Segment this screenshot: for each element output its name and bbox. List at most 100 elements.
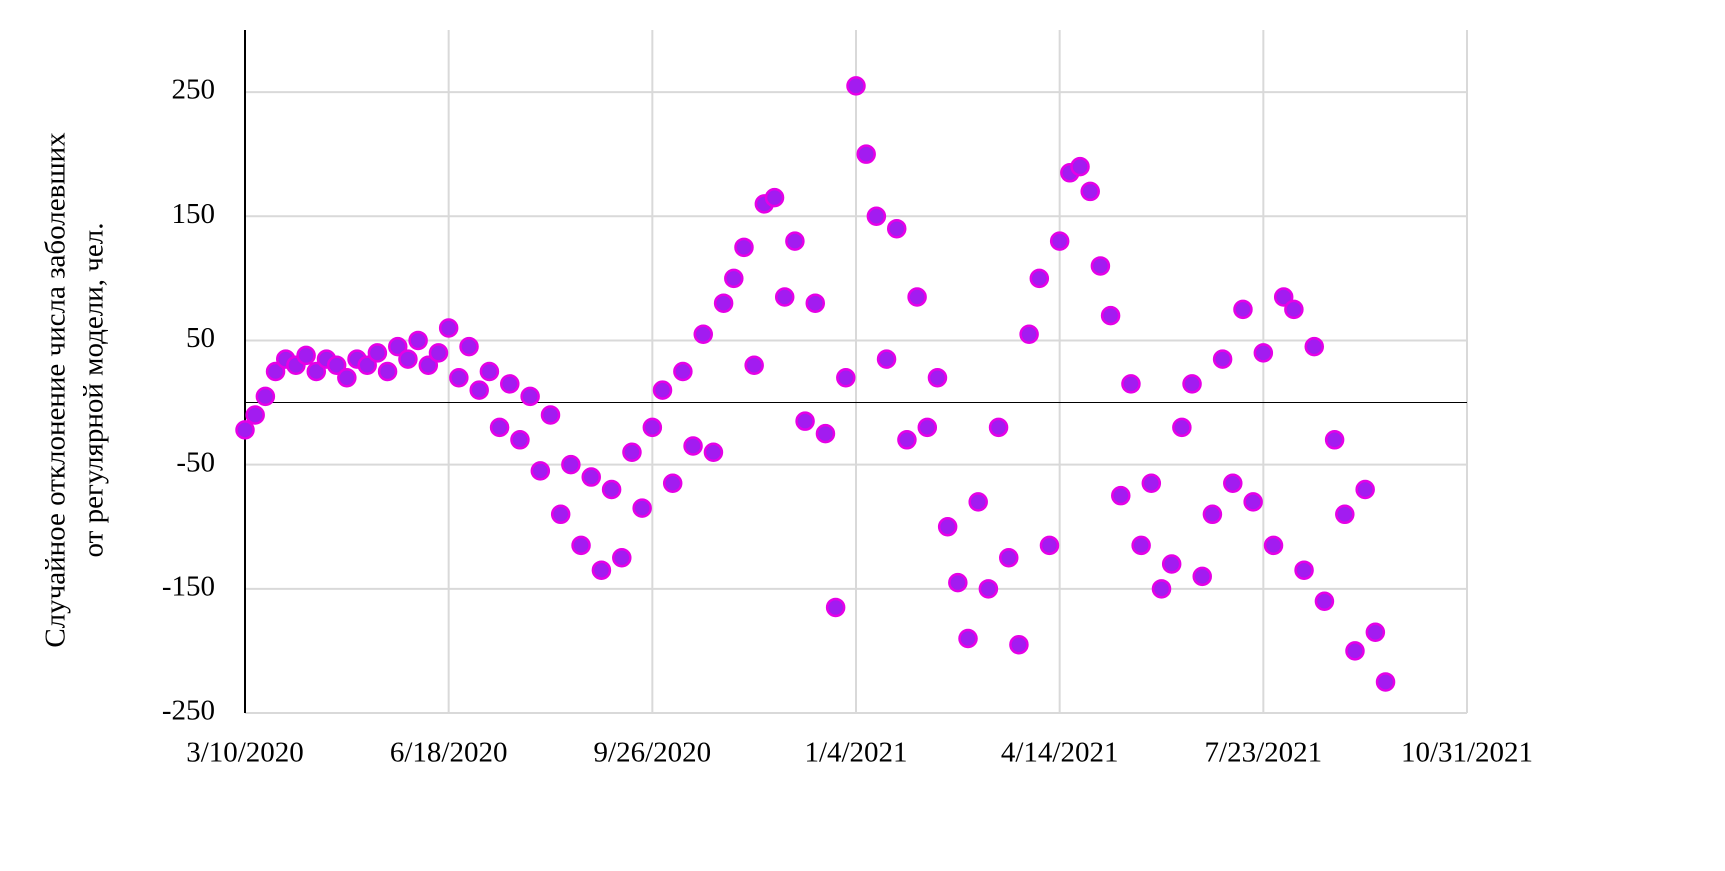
- point: [856, 144, 876, 164]
- x-tick-label: 9/26/2020: [594, 737, 712, 769]
- x-tick-label: 4/14/2021: [1001, 737, 1119, 769]
- point: [1294, 560, 1314, 580]
- point: [958, 628, 978, 649]
- point: [265, 361, 286, 382]
- point: [367, 343, 388, 363]
- y-tick-label: 50: [186, 322, 215, 354]
- point: [673, 361, 693, 382]
- point: [489, 417, 510, 438]
- point: [937, 516, 958, 537]
- point: [377, 361, 398, 382]
- point: [1314, 591, 1335, 611]
- point: [917, 417, 938, 438]
- point: [306, 361, 327, 382]
- point: [1151, 579, 1172, 599]
- x-tick-label: 1/4/2021: [804, 737, 907, 769]
- point: [744, 355, 764, 376]
- point: [724, 268, 744, 289]
- point: [388, 336, 408, 357]
- y-axis-title: от регулярной модели, чел.: [78, 223, 110, 558]
- point: [703, 442, 724, 462]
- point: [1070, 156, 1090, 177]
- point: [337, 367, 357, 388]
- point: [693, 324, 713, 344]
- point: [1233, 299, 1253, 320]
- point: [927, 367, 948, 388]
- point: [612, 548, 632, 568]
- point: [1324, 430, 1345, 450]
- point: [1141, 473, 1162, 494]
- point: [449, 367, 469, 388]
- point: [550, 504, 571, 525]
- point: [255, 386, 276, 407]
- point: [479, 361, 500, 382]
- y-axis-title: Случайное отклонение числа заболевших: [40, 132, 72, 648]
- point: [1029, 268, 1050, 289]
- point: [1161, 554, 1182, 574]
- point: [530, 461, 551, 481]
- point: [642, 417, 663, 438]
- x-tick-label: 10/31/2021: [1401, 737, 1533, 769]
- point: [795, 411, 815, 431]
- x-tick-label: 6/18/2020: [390, 737, 508, 769]
- point: [774, 287, 795, 307]
- point: [408, 330, 428, 351]
- point: [398, 349, 418, 369]
- point: [978, 579, 999, 599]
- point: [805, 293, 826, 313]
- point: [326, 355, 347, 376]
- point: [764, 187, 785, 208]
- x-tick-label: 3/10/2020: [186, 737, 304, 769]
- point: [1335, 504, 1355, 525]
- point: [1223, 473, 1243, 494]
- point: [1121, 374, 1141, 394]
- point: [438, 318, 459, 338]
- point: [785, 231, 805, 251]
- point: [846, 76, 866, 96]
- y-tick-label: 250: [172, 74, 216, 106]
- point: [825, 597, 846, 618]
- point: [1019, 324, 1039, 344]
- y-tick-label: -150: [162, 570, 215, 602]
- point: [296, 345, 316, 366]
- point: [1202, 504, 1223, 525]
- point: [1111, 485, 1131, 506]
- point: [1172, 417, 1192, 438]
- point: [1304, 336, 1324, 357]
- point: [1182, 374, 1202, 394]
- point: [866, 206, 887, 227]
- point: [357, 355, 377, 376]
- point: [581, 467, 601, 487]
- point: [632, 498, 652, 518]
- point: [1080, 181, 1100, 202]
- point: [948, 572, 968, 593]
- point: [520, 386, 540, 407]
- point: [886, 218, 907, 239]
- point: [591, 560, 612, 580]
- point: [1263, 535, 1284, 556]
- point: [836, 367, 856, 388]
- point: [1253, 343, 1274, 363]
- point: [469, 380, 489, 400]
- point: [1365, 622, 1386, 643]
- point: [1100, 305, 1121, 326]
- point: [418, 355, 439, 376]
- point: [683, 436, 703, 456]
- point: [1049, 231, 1070, 251]
- point: [245, 405, 265, 425]
- point: [907, 287, 927, 307]
- point: [713, 293, 734, 313]
- point: [428, 343, 449, 363]
- point: [734, 237, 754, 258]
- y-tick-label: -50: [176, 446, 215, 478]
- point: [235, 420, 255, 440]
- point: [652, 380, 673, 400]
- point: [1375, 672, 1396, 692]
- point: [1345, 641, 1365, 661]
- point: [601, 479, 622, 500]
- y-tick-label: 150: [172, 198, 216, 230]
- point: [510, 430, 530, 450]
- point: [500, 374, 520, 394]
- x-tick-label: 7/23/2021: [1205, 737, 1323, 769]
